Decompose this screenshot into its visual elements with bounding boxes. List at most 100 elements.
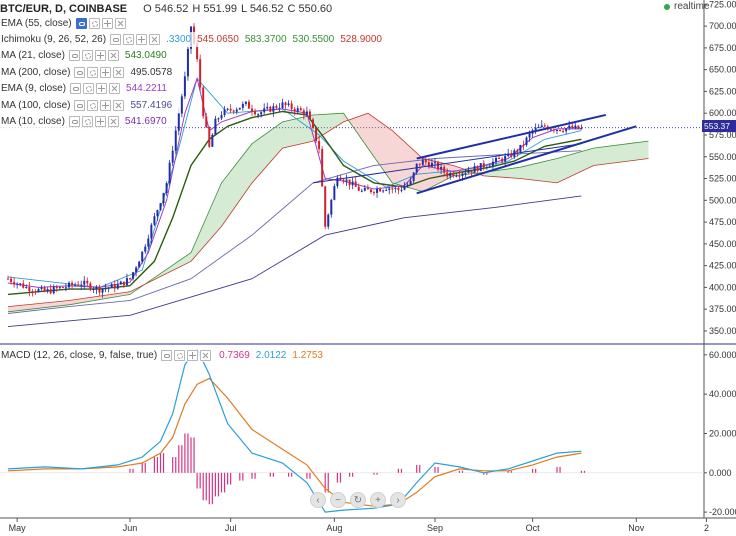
candle-body (516, 150, 519, 152)
candle-body (171, 150, 174, 163)
candle-body (354, 181, 357, 187)
cloud-segment (453, 165, 484, 176)
gear-icon[interactable] (88, 18, 100, 29)
symbol-header: BTC/EUR, D, COINBASE O 546.52 H 551.99 L… (0, 1, 339, 16)
ohlc-open: O 546.52 (143, 2, 189, 15)
gear-icon[interactable] (81, 50, 93, 61)
eye-icon[interactable] (161, 349, 173, 361)
candle-body (336, 177, 339, 187)
eye-icon[interactable] (68, 50, 80, 61)
plus-icon[interactable]: + (370, 492, 386, 508)
candle-body (135, 267, 138, 273)
candle-body (406, 184, 409, 187)
macd-value-macd: 2.0122 (255, 349, 287, 361)
gear-icon[interactable] (81, 116, 93, 127)
plus-icon[interactable] (94, 50, 106, 61)
chevron-left-icon[interactable]: ‹ (310, 492, 326, 508)
candle-body (458, 175, 461, 177)
cloud-segment (282, 114, 313, 149)
plus-icon[interactable] (94, 116, 106, 127)
eye-icon[interactable] (68, 116, 80, 127)
close-icon[interactable] (113, 67, 125, 78)
candle-body (61, 287, 64, 289)
close-icon[interactable] (107, 50, 119, 61)
candle-body (302, 110, 305, 115)
candle-body (287, 103, 290, 105)
candle-body (464, 172, 467, 174)
eye-icon[interactable] (70, 83, 82, 94)
minus-icon[interactable]: − (330, 492, 346, 508)
candle-body (321, 149, 324, 187)
time-tick-label: Aug (326, 523, 342, 533)
chevron-right-icon[interactable]: › (390, 492, 406, 508)
candle-body (418, 163, 421, 165)
candle-body (13, 281, 16, 285)
price-tick-label: 625.00 (709, 86, 736, 96)
gear-icon[interactable] (174, 349, 186, 361)
cloud-segment (593, 141, 649, 166)
candle-body (37, 289, 40, 292)
candle-body (366, 188, 369, 190)
eye-icon[interactable] (74, 67, 86, 78)
macd-tick-label: 20.000 (709, 428, 736, 438)
close-icon[interactable] (113, 100, 125, 111)
candle-body (330, 199, 333, 215)
gear-icon[interactable] (123, 34, 135, 45)
candle-body (25, 286, 28, 288)
realtime-label: realtime (674, 1, 710, 12)
indicator-label: MA (21, close) (1, 50, 65, 61)
candle-body (351, 181, 354, 186)
candle-body (122, 281, 125, 286)
macd-tick-label: -20.000 (709, 507, 736, 517)
indicator-row: EMA (9, close) 544.2211 (0, 81, 175, 96)
candle-body (449, 173, 452, 177)
indicator-row: EMA (55, close) (0, 16, 134, 31)
candle-body (226, 108, 229, 110)
gear-icon[interactable] (87, 100, 99, 111)
close-icon[interactable] (114, 18, 126, 29)
plus-icon[interactable] (100, 67, 112, 78)
ma100-line (7, 150, 582, 314)
candle-body (470, 171, 473, 173)
candle-body (220, 115, 223, 119)
eye-icon[interactable] (110, 34, 122, 45)
candle-body (556, 130, 558, 132)
close-icon[interactable] (109, 83, 121, 94)
candle-body (562, 130, 565, 132)
eye-icon[interactable] (74, 100, 86, 111)
trendline-upper (416, 113, 607, 160)
candle-body (272, 106, 275, 112)
indicator-label: MA (100, close) (1, 100, 71, 111)
close-icon[interactable] (107, 116, 119, 127)
candle-body (342, 179, 345, 182)
candle-body (266, 106, 269, 109)
candle-body (479, 163, 482, 172)
reset-icon[interactable]: ↻ (350, 492, 366, 508)
candle-body (504, 156, 507, 162)
price-candles (7, 23, 583, 298)
eye-icon[interactable] (75, 18, 87, 29)
macd-label: MACD (12, 26, close, 9, false, true) (1, 349, 158, 361)
plus-icon[interactable] (100, 100, 112, 111)
close-icon[interactable] (200, 349, 212, 361)
candle-body (440, 166, 443, 170)
plus-icon[interactable] (136, 34, 148, 45)
candle-body (333, 186, 336, 200)
macd-line (7, 347, 582, 513)
plus-icon[interactable] (96, 83, 108, 94)
candle-body (186, 48, 189, 77)
close-icon[interactable] (149, 34, 161, 45)
candle-body (80, 284, 83, 286)
plus-icon[interactable] (101, 18, 113, 29)
candle-body (382, 190, 385, 192)
candle-body (363, 188, 366, 191)
candle-body (278, 107, 281, 109)
gear-icon[interactable] (83, 83, 95, 94)
candle-body (528, 133, 531, 138)
candle-body (574, 125, 577, 129)
plus-icon[interactable] (187, 349, 199, 361)
candle-body (452, 173, 455, 177)
gear-icon[interactable] (87, 67, 99, 78)
cloud-segment (392, 130, 423, 192)
